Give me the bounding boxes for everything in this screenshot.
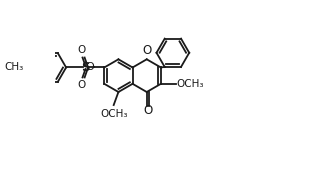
Text: S: S	[81, 61, 90, 74]
Text: O: O	[143, 104, 153, 117]
Text: O: O	[78, 45, 86, 54]
Text: O: O	[142, 44, 151, 57]
Text: O: O	[78, 80, 86, 90]
Text: O: O	[85, 62, 94, 72]
Text: CH₃: CH₃	[4, 62, 24, 72]
Text: OCH₃: OCH₃	[176, 79, 204, 89]
Text: OCH₃: OCH₃	[100, 109, 127, 119]
